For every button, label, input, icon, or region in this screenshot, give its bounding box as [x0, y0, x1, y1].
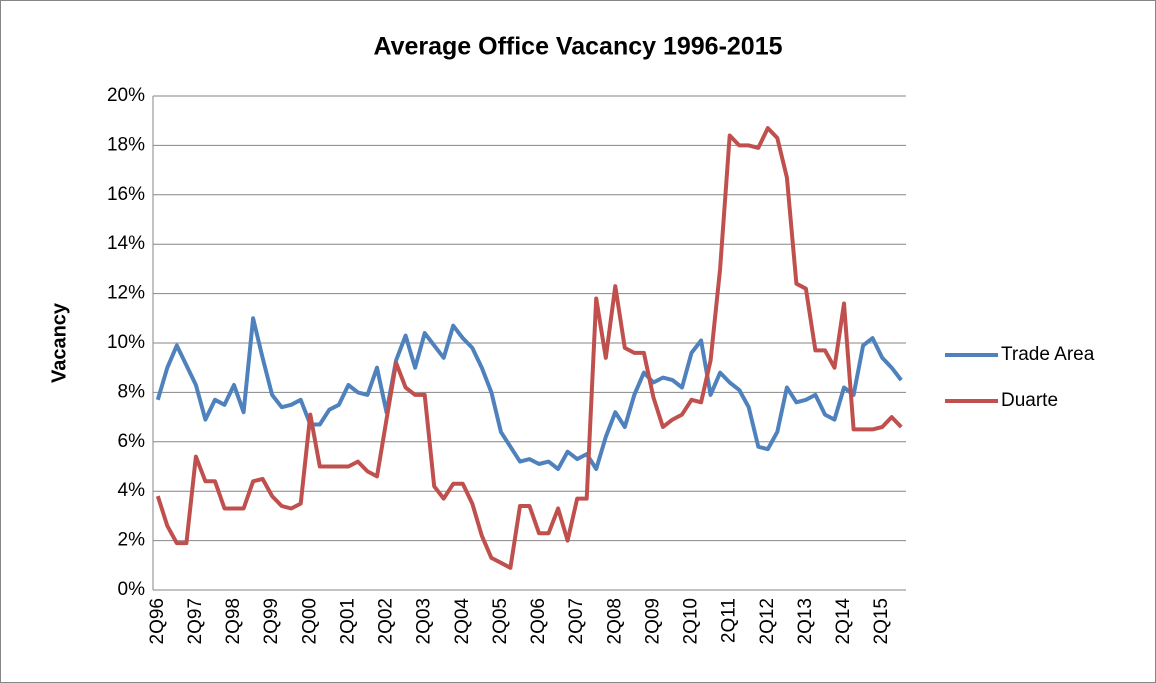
y-axis-label: Vacancy [48, 302, 70, 383]
x-tick-label: 2Q08 [604, 598, 625, 644]
x-tick-label: 2Q11 [719, 598, 740, 643]
y-tick-label: 10% [107, 332, 145, 353]
x-tick-label: 2Q04 [452, 598, 473, 645]
x-tick-label: 2Q00 [299, 598, 320, 644]
x-tick-label: 2Q03 [414, 598, 435, 644]
chart-title: Average Office Vacancy 1996-2015 [373, 33, 782, 61]
x-tick-label: 2Q14 [833, 598, 854, 645]
series-line [155, 126, 903, 570]
x-tick-label: 2Q10 [681, 598, 702, 644]
y-tick-label: 20% [107, 85, 145, 106]
y-tick-label: 0% [118, 579, 146, 600]
y-tick-label: 2% [118, 530, 146, 551]
y-tick-label: 6% [118, 431, 146, 452]
y-tick-label: 4% [118, 480, 146, 501]
legend-label: Duarte [1001, 390, 1058, 411]
y-tick-label: 14% [107, 233, 145, 254]
y-tick-label: 12% [107, 283, 145, 304]
x-tick-label: 2Q12 [757, 598, 778, 644]
x-tick-label: 2Q15 [871, 598, 892, 644]
x-tick-label: 2Q05 [490, 598, 511, 644]
legend-label: Trade Area [1001, 344, 1095, 365]
x-tick-label: 2Q01 [337, 598, 358, 644]
y-tick-label: 8% [118, 381, 146, 402]
x-tick-label: 2Q96 [147, 598, 168, 644]
x-tick-label: 2Q99 [261, 598, 282, 644]
x-tick-label: 2Q97 [185, 598, 206, 644]
y-tick-label: 16% [107, 184, 145, 205]
x-tick-label: 2Q07 [566, 598, 587, 644]
y-tick-label: 18% [107, 134, 145, 155]
x-tick-label: 2Q09 [642, 598, 663, 644]
x-tick-label: 2Q02 [376, 598, 397, 644]
x-tick-label: 2Q13 [795, 598, 816, 644]
x-tick-label: 2Q06 [528, 598, 549, 644]
x-tick-label: 2Q98 [223, 598, 244, 644]
series-line [155, 316, 903, 471]
